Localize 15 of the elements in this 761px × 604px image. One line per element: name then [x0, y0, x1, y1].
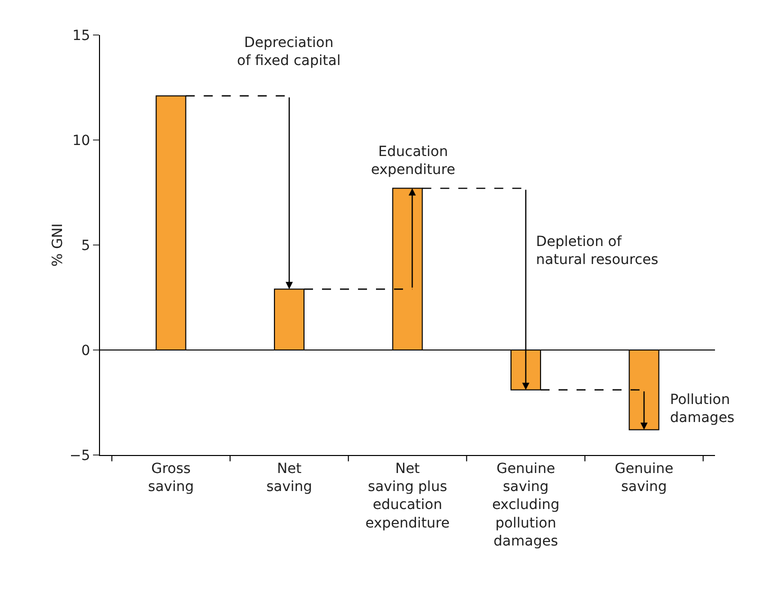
- y-tick-label: 0: [81, 342, 90, 359]
- x-tick-label: Genuine saving excluding pollution damages: [492, 460, 560, 550]
- annotation: Education expenditure: [371, 144, 456, 178]
- x-tick-label: Gross saving: [148, 460, 194, 495]
- x-tick-label: Net saving: [266, 460, 312, 495]
- annotation: Pollution damages: [670, 392, 734, 426]
- y-tick-label: −5: [70, 448, 90, 464]
- annotation: Depreciation of fixed capital: [237, 35, 341, 70]
- y-axis-title: % GNI: [50, 223, 66, 267]
- y-tick-label: 10: [72, 132, 90, 149]
- x-tick-label: Net saving plus education expenditure: [365, 460, 450, 532]
- y-tick-label: 15: [72, 28, 90, 44]
- x-tick-label: Genuine saving: [614, 460, 674, 495]
- y-tick-label: 5: [81, 238, 90, 254]
- annotation: Depletion of natural resources: [536, 234, 658, 268]
